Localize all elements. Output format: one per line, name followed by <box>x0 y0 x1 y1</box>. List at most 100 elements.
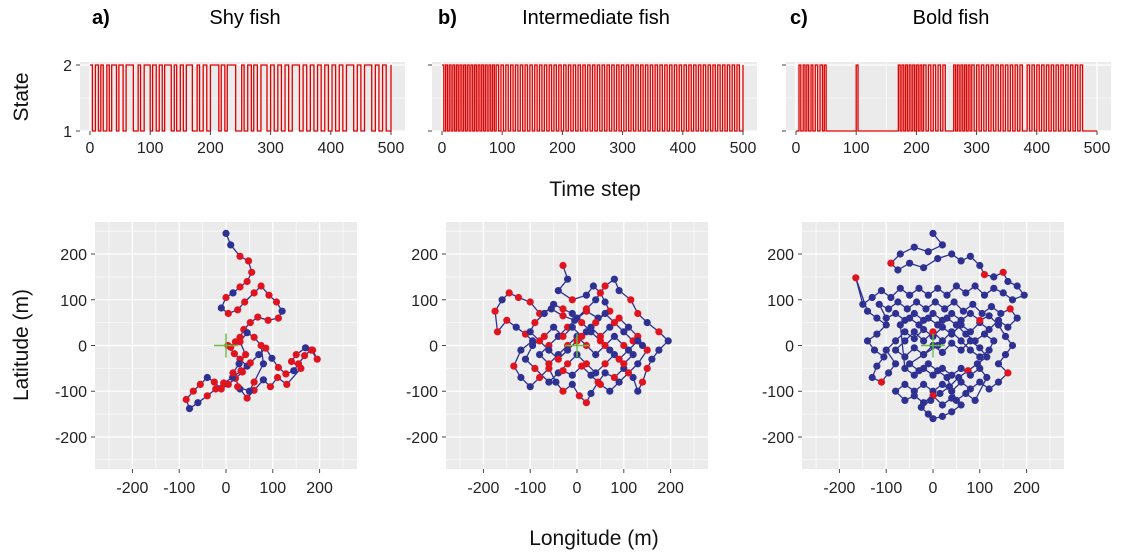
state-2-location-point <box>655 328 663 336</box>
state-1-location-point <box>624 346 633 354</box>
state-1-location-point <box>1013 314 1021 322</box>
state-1-location-point <box>255 351 263 359</box>
state-1-location-point <box>976 261 984 270</box>
state-1-location-point <box>568 380 576 388</box>
state-2-location-point <box>514 293 523 302</box>
state-2-location-point <box>615 355 623 363</box>
state-1-location-point <box>945 383 954 391</box>
state-1-location-point <box>994 321 1003 329</box>
state-1-location-point <box>901 364 909 372</box>
state-2-location-point <box>624 369 633 377</box>
state-2-location-point <box>526 298 534 306</box>
state-2-location-point <box>491 307 499 315</box>
state-2-location-point <box>242 351 250 359</box>
state-1-location-point <box>615 287 623 295</box>
state-1-location-point <box>896 321 904 329</box>
state-1-location-point <box>498 296 506 304</box>
state-1-location-point <box>948 339 956 347</box>
state-1-location-point <box>983 373 991 382</box>
state-1-location-point <box>227 241 235 249</box>
state-2-location-point <box>601 341 609 350</box>
state-1-location-point <box>873 314 881 322</box>
state-2-location-point <box>554 355 562 363</box>
state-1-location-point <box>966 346 975 354</box>
x-tick-label: 100 <box>610 480 637 497</box>
state-2-location-point <box>627 296 635 304</box>
y-tick-label: -200 <box>406 430 438 447</box>
state-1-location-point <box>922 305 930 313</box>
state-2-location-point <box>559 261 567 270</box>
movement-track-line-b <box>494 265 670 404</box>
y-tick-label: 100 <box>60 293 87 310</box>
y-tick-label: 0 <box>429 339 438 356</box>
state-1-location-point <box>985 325 993 334</box>
state-1-location-point <box>896 250 904 258</box>
state-2-location-point <box>246 359 254 367</box>
state-2-location-point <box>620 341 628 350</box>
state-1-location-point <box>568 309 576 318</box>
state-2-location-point <box>266 383 274 391</box>
state-1-location-point <box>882 321 890 329</box>
state-1-location-point <box>587 328 595 336</box>
state-2-location-point <box>610 319 619 327</box>
state-1-location-point <box>948 309 956 318</box>
x-tick-label: 200 <box>306 480 333 497</box>
x-tick-label: 500 <box>730 140 757 157</box>
x-tick-label: 100 <box>489 140 516 157</box>
x-tick-label: 100 <box>843 140 870 157</box>
state-1-location-point <box>887 293 895 302</box>
state-1-location-point <box>966 309 975 318</box>
x-tick-label: 100 <box>259 480 286 497</box>
state-1-location-point <box>601 298 609 306</box>
panel-letter-c: c) <box>790 7 808 29</box>
state-1-location-point <box>601 369 609 377</box>
state-2-location-point <box>246 319 254 327</box>
state-1-location-point <box>994 360 1003 368</box>
x-tick-label: 200 <box>1013 480 1040 497</box>
state-2-location-point <box>210 378 218 386</box>
state-2-location-point <box>282 370 290 378</box>
state-1-location-point <box>938 401 947 409</box>
state-2-location-point <box>634 309 642 318</box>
panel-title-c: Bold fish <box>913 7 990 29</box>
state-1-location-point <box>962 330 970 338</box>
state-1-location-point <box>910 328 918 336</box>
state-2-location-point <box>230 350 238 358</box>
state-1-location-point <box>880 353 888 361</box>
state-2-location-point <box>852 274 860 282</box>
state-1-location-point <box>545 378 553 386</box>
state-1-location-point <box>517 373 525 382</box>
x-tick-label: -200 <box>823 480 855 497</box>
state-2-location-point <box>234 306 242 314</box>
state-2-location-point <box>643 346 651 354</box>
state-series-line-a <box>90 64 392 132</box>
x-tick-label: 200 <box>197 140 224 157</box>
x-tick-label: 500 <box>1084 140 1111 157</box>
x-tick-label: 100 <box>137 140 164 157</box>
x-tick-label: 100 <box>966 480 993 497</box>
state-1-location-point <box>859 300 867 308</box>
state-1-location-point <box>971 337 979 345</box>
state-1-location-point <box>910 335 918 343</box>
state-1-location-point <box>873 362 881 370</box>
state-1-location-point <box>920 264 928 272</box>
state-1-location-point <box>592 296 600 304</box>
state-1-location-point <box>990 273 998 281</box>
state-2-location-point <box>203 392 211 400</box>
state-2-location-point <box>273 373 282 382</box>
y-tick-label: 200 <box>60 247 87 264</box>
state-1-location-point <box>931 298 939 306</box>
state-2-location-point <box>877 378 886 386</box>
state-1-location-point <box>920 337 928 345</box>
state-1-location-point <box>194 399 202 407</box>
state-1-location-point <box>957 401 965 409</box>
state-1-location-point <box>529 341 537 350</box>
state-1-location-point <box>568 371 576 379</box>
state-1-location-point <box>634 337 642 345</box>
state-1-location-point <box>268 354 276 362</box>
state-1-location-point <box>906 314 914 322</box>
state-1-location-point <box>301 344 310 352</box>
state-2-location-point <box>564 360 572 368</box>
state-1-location-point <box>894 298 902 306</box>
state-2-location-point <box>578 319 586 327</box>
